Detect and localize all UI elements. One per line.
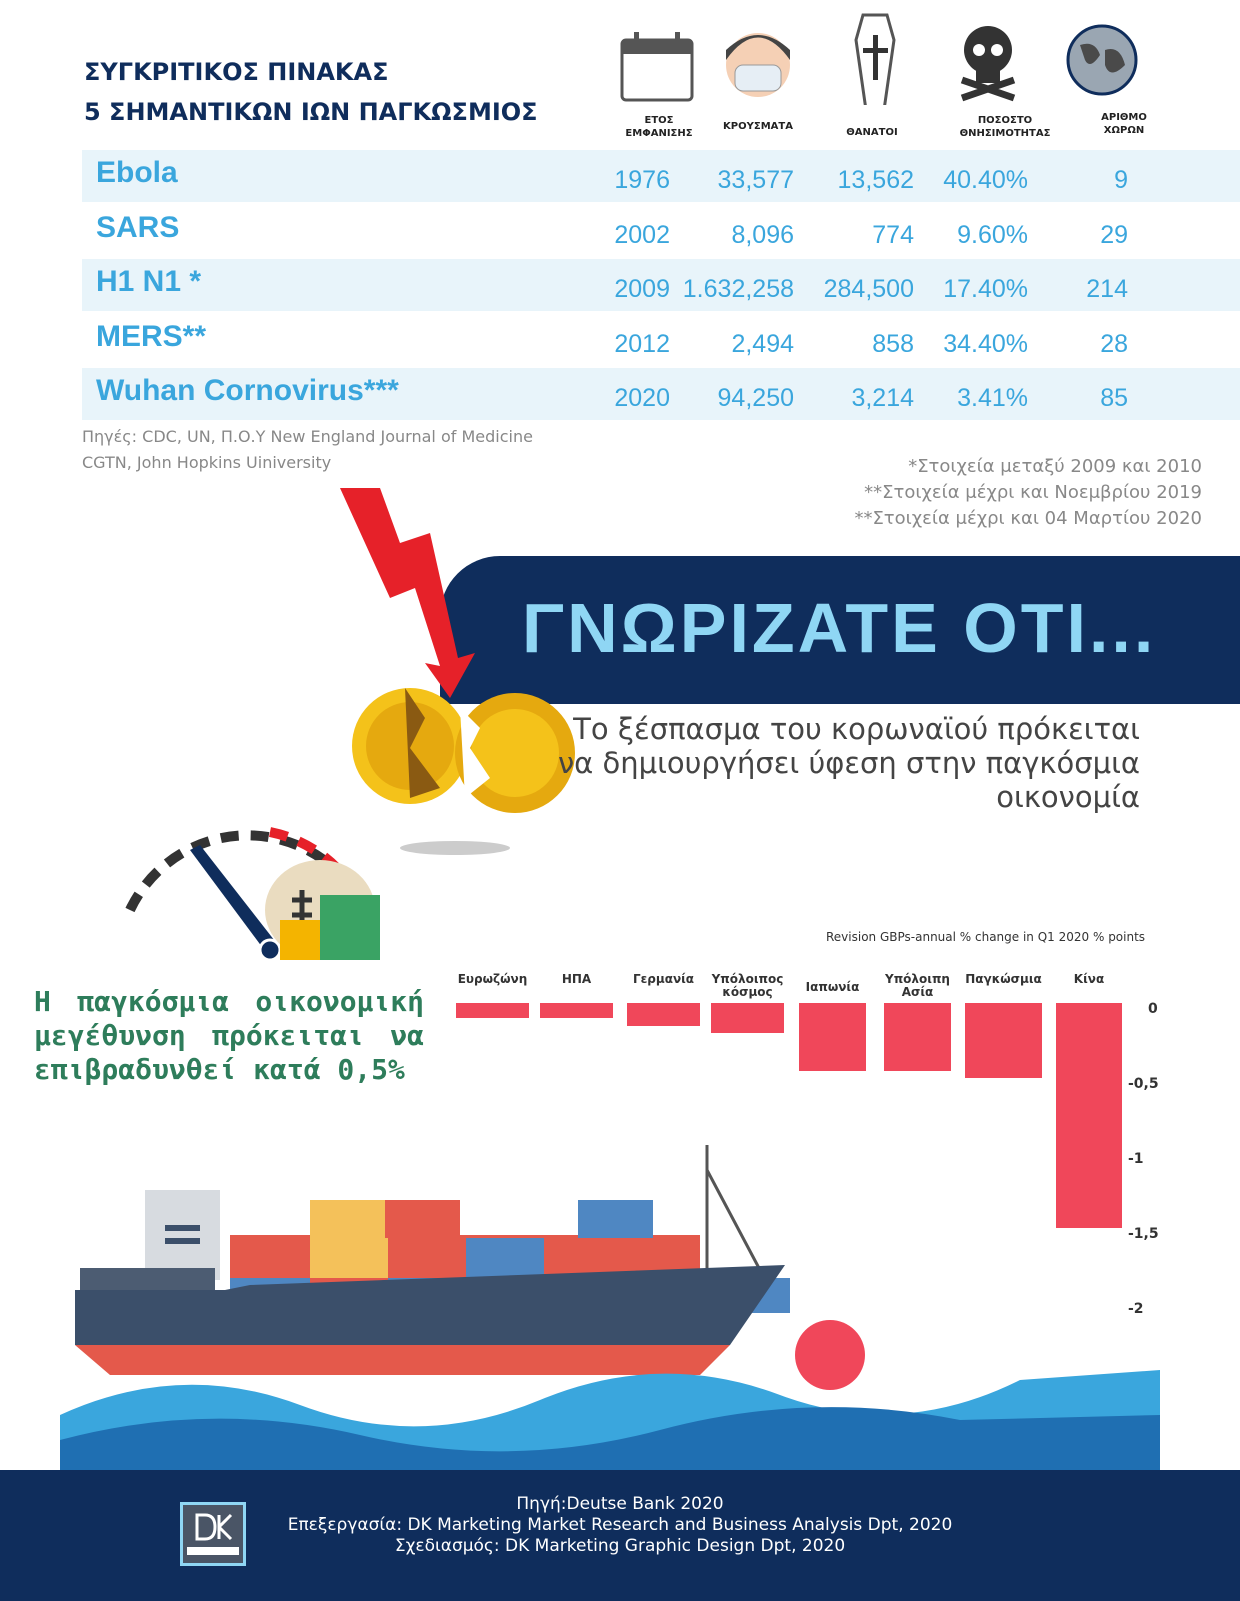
growth-slowdown-text: Η παγκόσμια οικονομική μεγέθυνση πρόκειτ… [34, 985, 424, 1086]
footer-processing: Επεξεργασία: DK Marketing Market Researc… [287, 1515, 953, 1535]
header-year: ΕΤΟΣ ΕΜΦΑΝΙΣΗΣ [625, 115, 693, 139]
skull-icon [960, 26, 1016, 102]
table-row: SARS 2002 8,096 774 9.60% 29 [82, 205, 1240, 257]
y-tick-label: 0 [1148, 1001, 1158, 1017]
title-line-1: ΣΥΓΚΡΙΤΙΚΟΣ ΠΙΝΑΚΑΣ [84, 58, 389, 86]
speedometer-moneybag-illustration [125, 827, 380, 962]
cases-cell: 94,250 [717, 384, 794, 412]
category-label: Ευρωζώνη [457, 972, 528, 986]
bar-5 [884, 1003, 951, 1071]
gauge-needle-icon [190, 845, 278, 955]
category-label: Ιαπωνία [805, 980, 860, 994]
table-row: MERS** 2012 2,494 858 34.40% 28 [82, 314, 1240, 366]
falling-arrow-icon [340, 488, 475, 698]
rate-cell: 34.40% [943, 329, 1028, 358]
deaths-cell: 3,214 [851, 384, 914, 412]
bar-0 [456, 1003, 529, 1018]
virus-name: MERS** [96, 319, 207, 353]
countries-cell: 28 [1100, 329, 1128, 358]
face-mask-icon [726, 33, 790, 97]
rate-cell: 3.41% [957, 384, 1028, 412]
y-tick-label: -1 [1128, 1151, 1144, 1167]
countries-cell: 29 [1100, 220, 1128, 249]
bar-7 [1056, 1003, 1122, 1228]
sources: Πηγές: CDC, UN, Π.Ο.Υ New England Journa… [82, 427, 533, 472]
category-label: Υπόλοιπος κόσμος [711, 972, 784, 999]
table-row: Ebola 1976 33,577 13,562 40.40% 9 [82, 150, 1240, 202]
footer-design: Σχεδιασμός: DK Marketing Graphic Design … [394, 1536, 846, 1556]
countries-cell: 214 [1086, 275, 1128, 303]
countries-cell: 85 [1100, 384, 1128, 412]
virus-name: H1 N1 * [96, 265, 202, 298]
table-row: H1 N1 * 2009 1.632,258 284,500 17.40% 21… [82, 259, 1240, 311]
bar-6 [965, 1003, 1042, 1078]
virus-icon [795, 1320, 865, 1390]
cases-cell: 33,577 [717, 166, 794, 194]
chart-title: Revision GBPs-annual % change in Q1 2020… [826, 930, 1146, 944]
bar-3 [711, 1003, 784, 1033]
rate-cell: 17.40% [943, 275, 1028, 303]
table-title: ΣΥΓΚΡΙΤΙΚΟΣ ΠΙΝΑΚΑΣ 5 ΣΗΜΑΝΤΙΚΩΝ ΙΩΝ ΠΑΓ… [84, 52, 538, 132]
deaths-cell: 13,562 [837, 166, 914, 194]
deaths-cell: 858 [872, 329, 914, 358]
broken-coin-arrow-illustration [340, 488, 575, 855]
footnotes: *Στοιχεία μεταξύ 2009 και 2010 **Στοιχεία… [854, 456, 1202, 529]
header-cases: ΚΡΟΥΣΜΑΤΑ [723, 121, 793, 132]
rate-cell: 40.40% [943, 166, 1028, 194]
bar-4 [799, 1003, 866, 1071]
banner-text: Το ξέσπασμα του κορωναϊού πρόκειται να δ… [557, 712, 1140, 814]
category-label: ΗΠΑ [561, 972, 592, 986]
globe-icon [1066, 24, 1138, 96]
category-label: Γερμανία [632, 972, 695, 986]
virus-name: Wuhan Cornovirus*** [96, 374, 399, 407]
cases-cell: 8,096 [731, 220, 794, 249]
year-cell: 1976 [614, 166, 670, 194]
banner-title: ΓΝΩΡΙΖΑΤΕ ΟΤΙ... [522, 589, 1157, 667]
year-cell: 2009 [614, 275, 670, 303]
cases-cell: 2,494 [731, 329, 794, 358]
virus-name: Ebola [96, 156, 178, 189]
header-icons [620, 13, 1138, 105]
title-line-2: 5 ΣΗΜΑΝΤΙΚΩΝ ΙΩΝ ΠΑΓΚΩΣΜΙΟΣ [84, 98, 538, 126]
footer-source: Πηγή:Deutse Bank 2020 [516, 1494, 724, 1514]
y-tick-label: -2 [1128, 1301, 1144, 1317]
header-countries: ΑΡΙΘΜΟ ΧΩΡΩΝ [1101, 112, 1147, 136]
countries-cell: 9 [1114, 166, 1128, 194]
cargo-ship-illustration [60, 1145, 1160, 1470]
category-label: Κίνα [1073, 972, 1105, 986]
year-cell: 2002 [614, 220, 670, 249]
category-label: Υπόλοιπη Ασία [885, 972, 950, 999]
year-cell: 2020 [614, 384, 670, 412]
deaths-cell: 284,500 [823, 275, 914, 303]
did-you-know-banner: ΓΝΩΡΙΖΑΤΕ ΟΤΙ... [440, 556, 1240, 704]
calendar-icon [620, 32, 694, 102]
rate-cell: 9.60% [957, 220, 1028, 249]
dk-logo-mark-icon [187, 1513, 239, 1555]
cases-cell: 1.632,258 [682, 275, 794, 303]
y-tick-label: -1,5 [1128, 1226, 1159, 1242]
category-label: Παγκώσμια [965, 972, 1042, 986]
bar-2 [627, 1003, 700, 1026]
dk-marketing-logo [180, 1502, 246, 1566]
table-row: Wuhan Cornovirus*** 2020 94,250 3,214 3.… [82, 368, 1240, 420]
header-fatality: ΠΟΣΟΣΤΟ ΘΝΗΣΙΜΟΤΗΤΑΣ [959, 115, 1051, 139]
y-tick-label: -0,5 [1128, 1076, 1159, 1092]
header-deaths: ΘΑΝΑΤΟΙ [846, 127, 898, 138]
year-cell: 2012 [614, 329, 670, 358]
bar-1 [540, 1003, 613, 1018]
coffin-icon [854, 13, 896, 105]
deaths-cell: 774 [872, 220, 914, 249]
virus-name: SARS [96, 210, 180, 244]
